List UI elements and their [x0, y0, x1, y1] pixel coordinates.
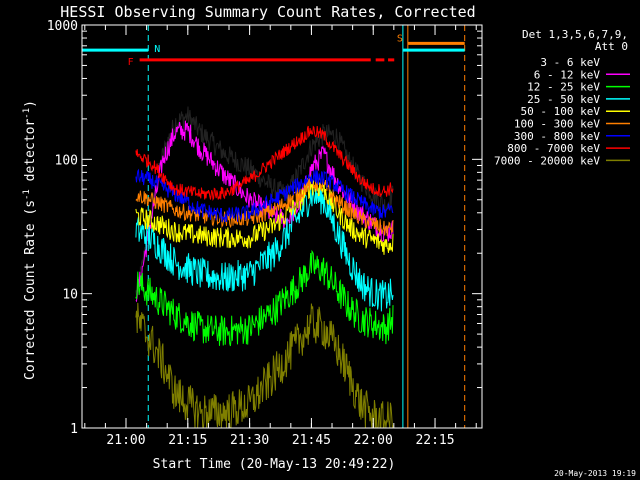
legend-label-6: 300 - 800 keV [514, 130, 600, 143]
y-tick-label-1: 10 [62, 288, 78, 303]
axis-ticks: 21:00 21:15 21:30 21:45 22:00 22:15 1 10 100 1000 [47, 19, 482, 448]
chart-title: HESSI Observing Summary Count Rates, Cor… [60, 3, 475, 21]
legend-header-attenuator: Att 0 [595, 40, 628, 53]
legend-label-0: 3 - 6 keV [540, 56, 600, 69]
legend-label-5: 100 - 300 keV [514, 118, 600, 131]
series-line-3 [135, 182, 394, 312]
x-tick-label-5: 22:15 [415, 433, 454, 448]
footer-date: 20-May-2013 19:19 [554, 469, 636, 478]
series-line-6 [135, 168, 394, 223]
x-tick-label-2: 21:30 [230, 433, 269, 448]
legend-label-2: 12 - 25 keV [527, 81, 600, 94]
plot-area: F N S 21:00 21:15 21:30 21:45 22:00 22:15 1 10 100… [47, 19, 483, 448]
series-line-4 [135, 178, 394, 255]
x-tick-label-0: 21:00 [106, 433, 145, 448]
y-tick-label-0: 1 [70, 422, 78, 437]
y-tick-label-3: 1000 [47, 19, 78, 34]
x-tick-label-4: 22:00 [354, 433, 393, 448]
y-tick-label-2: 100 [55, 153, 78, 168]
series-line-2 [135, 249, 394, 347]
series-line-7 [135, 125, 394, 202]
legend-label-8: 7000 - 20000 keV [494, 154, 600, 167]
series-line-8 [135, 302, 394, 428]
x-tick-label-3: 21:45 [292, 433, 331, 448]
legend-label-3: 25 - 50 keV [527, 93, 600, 106]
y-axis-label: Corrected Count Rate (s-1 detector-1) [22, 100, 38, 380]
flag-label-N: N [154, 44, 160, 55]
legend-label-4: 50 - 100 keV [521, 105, 601, 118]
legend-label-1: 6 - 12 keV [534, 68, 601, 81]
legend-label-7: 800 - 7000 keV [507, 142, 600, 155]
legend-header-detectors: Det 1,3,5,6,7,9, [522, 28, 628, 41]
x-tick-label-1: 21:15 [168, 433, 207, 448]
plot-frame [81, 24, 483, 429]
x-axis-label: Start Time (20-May-13 20:49:22) [153, 457, 396, 472]
flag-lines: F N S [82, 33, 465, 68]
series-lines [135, 106, 394, 428]
flag-label-S: S [397, 33, 403, 44]
flag-label-F: F [128, 57, 134, 68]
